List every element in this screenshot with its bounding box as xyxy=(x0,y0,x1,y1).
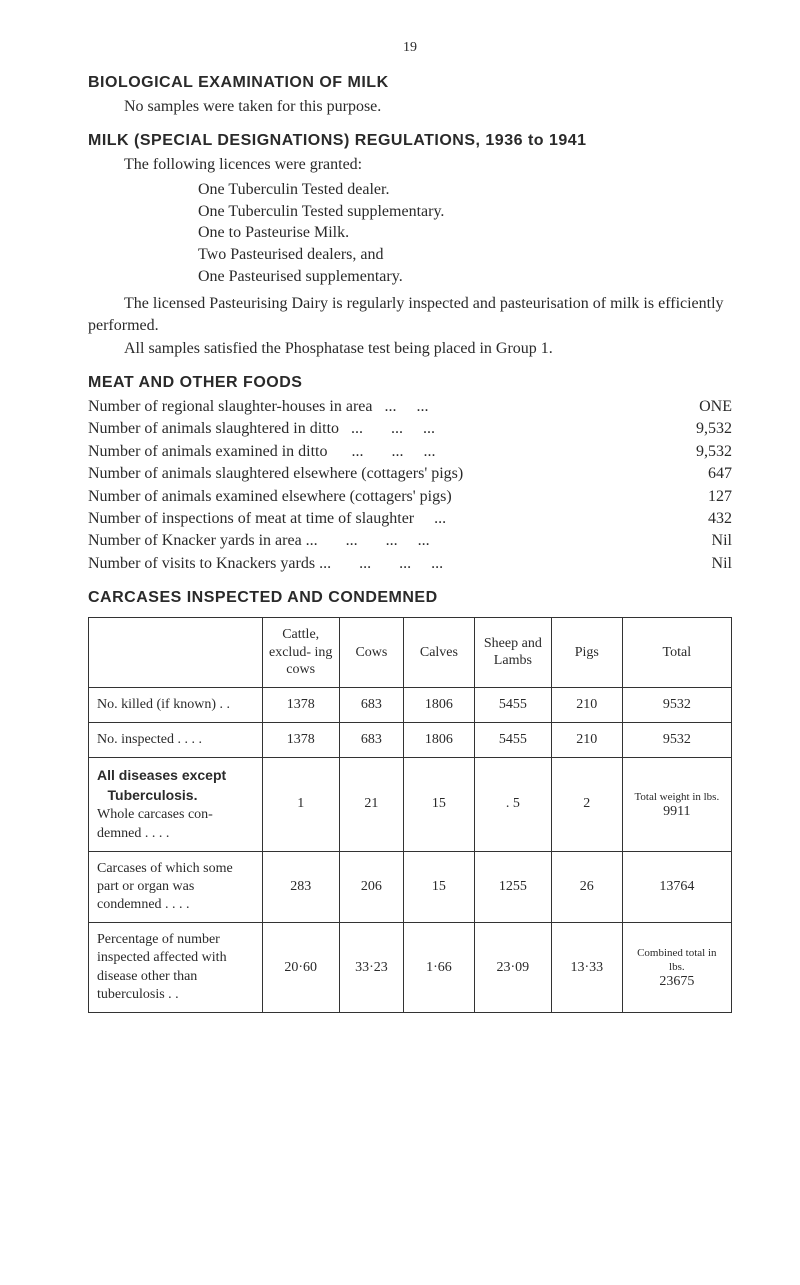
stat-row: Number of animals examined in ditto ... … xyxy=(88,441,732,463)
cell: 26 xyxy=(551,851,622,923)
stat-label: Number of animals examined in ditto ... … xyxy=(88,441,436,463)
document-page: 19 BIOLOGICAL EXAMINATION OF MILK No sam… xyxy=(0,0,800,1063)
stat-value: 9,532 xyxy=(696,418,732,440)
note-combined-total: Combined total in lbs. xyxy=(629,947,725,973)
stat-label: Number of regional slaughter-houses in a… xyxy=(88,396,428,418)
table-row: All diseases except Tuberculosis. Whole … xyxy=(89,757,732,851)
cell: 683 xyxy=(339,722,403,757)
stat-value: 647 xyxy=(708,463,732,485)
cell: 2 xyxy=(551,757,622,851)
stat-row: Number of regional slaughter-houses in a… xyxy=(88,396,732,418)
row-label: All diseases except Tuberculosis. Whole … xyxy=(89,757,263,851)
stat-row: Number of Knacker yards in area ... ... … xyxy=(88,530,732,552)
cell: Combined total in lbs. 23675 xyxy=(622,923,731,1013)
col-header-cows: Cows xyxy=(339,618,403,688)
stat-value: ONE xyxy=(699,396,732,418)
heading-meat-foods: MEAT AND OTHER FOODS xyxy=(88,374,732,392)
cell: 1806 xyxy=(404,722,475,757)
table-row: Percentage of number inspected affected … xyxy=(89,923,732,1013)
cell: 21 xyxy=(339,757,403,851)
stat-label: Number of animals slaughtered in ditto .… xyxy=(88,418,435,440)
cell: 210 xyxy=(551,687,622,722)
cell: 15 xyxy=(404,851,475,923)
cell: 9532 xyxy=(622,687,731,722)
carcases-table: Cattle, exclud- ing cows Cows Calves She… xyxy=(88,617,732,1013)
page-number: 19 xyxy=(88,40,732,56)
col-header-sheep: Sheep and Lambs xyxy=(474,618,551,688)
list-item: Two Pasteurised dealers, and xyxy=(198,244,732,266)
cell: 5455 xyxy=(474,722,551,757)
row-label: Carcases of which some part or organ was… xyxy=(89,851,263,923)
cell: 13764 xyxy=(622,851,731,923)
stat-row: Number of visits to Knackers yards ... .… xyxy=(88,553,732,575)
stat-value: 9,532 xyxy=(696,441,732,463)
stat-value: Nil xyxy=(712,553,732,575)
list-item: One Tuberculin Tested dealer. xyxy=(198,179,732,201)
cell: 1·66 xyxy=(404,923,475,1013)
col-header-cattle: Cattle, exclud- ing cows xyxy=(262,618,339,688)
heading-milk-designations: MILK (SPECIAL DESIGNATIONS) REGULATIONS,… xyxy=(88,132,732,150)
cell: 13·33 xyxy=(551,923,622,1013)
table-row: Carcases of which some part or organ was… xyxy=(89,851,732,923)
heading-biological-exam: BIOLOGICAL EXAMINATION OF MILK xyxy=(88,74,732,92)
col-header-calves: Calves xyxy=(404,618,475,688)
stat-label: Number of Knacker yards in area ... ... … xyxy=(88,530,430,552)
cell: 23·09 xyxy=(474,923,551,1013)
cell-value: 9911 xyxy=(663,804,690,819)
stats-block: Number of regional slaughter-houses in a… xyxy=(88,396,732,575)
cell: 683 xyxy=(339,687,403,722)
table-row: No. killed (if known) . . 1378 683 1806 … xyxy=(89,687,732,722)
heading-carcases: CARCASES INSPECTED AND CONDEMNED xyxy=(88,589,732,607)
note-total-weight: Total weight in lbs. xyxy=(629,791,725,804)
label-rest: Whole carcases con- demned . . . . xyxy=(97,807,213,840)
row-label: No. inspected . . . . xyxy=(89,722,263,757)
licence-list: One Tuberculin Tested dealer. One Tuberc… xyxy=(198,179,732,287)
cell: 1255 xyxy=(474,851,551,923)
label-bold-line2: Tuberculosis. xyxy=(108,787,198,803)
row-label: Percentage of number inspected affected … xyxy=(89,923,263,1013)
stat-row: Number of animals slaughtered in ditto .… xyxy=(88,418,732,440)
cell: 20·60 xyxy=(262,923,339,1013)
col-header-pigs: Pigs xyxy=(551,618,622,688)
paragraph: No samples were taken for this purpose. xyxy=(88,96,732,118)
label-bold-line1: All diseases except xyxy=(97,767,226,783)
list-item: One to Pasteurise Milk. xyxy=(198,222,732,244)
cell: . 5 xyxy=(474,757,551,851)
stat-row: Number of animals slaughtered elsewhere … xyxy=(88,463,732,485)
cell: 1 xyxy=(262,757,339,851)
table-header-row: Cattle, exclud- ing cows Cows Calves She… xyxy=(89,618,732,688)
cell-value: 23675 xyxy=(659,974,694,989)
cell: 15 xyxy=(404,757,475,851)
stat-value: Nil xyxy=(712,530,732,552)
cell: 33·23 xyxy=(339,923,403,1013)
col-header-total: Total xyxy=(622,618,731,688)
stat-label: Number of inspections of meat at time of… xyxy=(88,508,446,530)
cell: 1378 xyxy=(262,687,339,722)
cell: Total weight in lbs. 9911 xyxy=(622,757,731,851)
stat-row: Number of inspections of meat at time of… xyxy=(88,508,732,530)
stat-label: Number of visits to Knackers yards ... .… xyxy=(88,553,443,575)
cell: 206 xyxy=(339,851,403,923)
cell: 1806 xyxy=(404,687,475,722)
cell: 283 xyxy=(262,851,339,923)
stat-value: 432 xyxy=(708,508,732,530)
stat-value: 127 xyxy=(708,486,732,508)
paragraph: The licensed Pasteurising Dairy is regul… xyxy=(88,293,732,336)
stat-label: Number of animals examined elsewhere (co… xyxy=(88,486,452,508)
stat-label: Number of animals slaughtered elsewhere … xyxy=(88,463,463,485)
cell: 5455 xyxy=(474,687,551,722)
paragraph: The following licences were granted: xyxy=(88,154,732,176)
cell: 1378 xyxy=(262,722,339,757)
paragraph: All samples satisfied the Phosphatase te… xyxy=(88,338,732,360)
stat-row: Number of animals examined elsewhere (co… xyxy=(88,486,732,508)
col-header-blank xyxy=(89,618,263,688)
list-item: One Tuberculin Tested supplementary. xyxy=(198,201,732,223)
list-item: One Pasteurised supplementary. xyxy=(198,266,732,288)
table-row: No. inspected . . . . 1378 683 1806 5455… xyxy=(89,722,732,757)
cell: 210 xyxy=(551,722,622,757)
cell: 9532 xyxy=(622,722,731,757)
row-label: No. killed (if known) . . xyxy=(89,687,263,722)
